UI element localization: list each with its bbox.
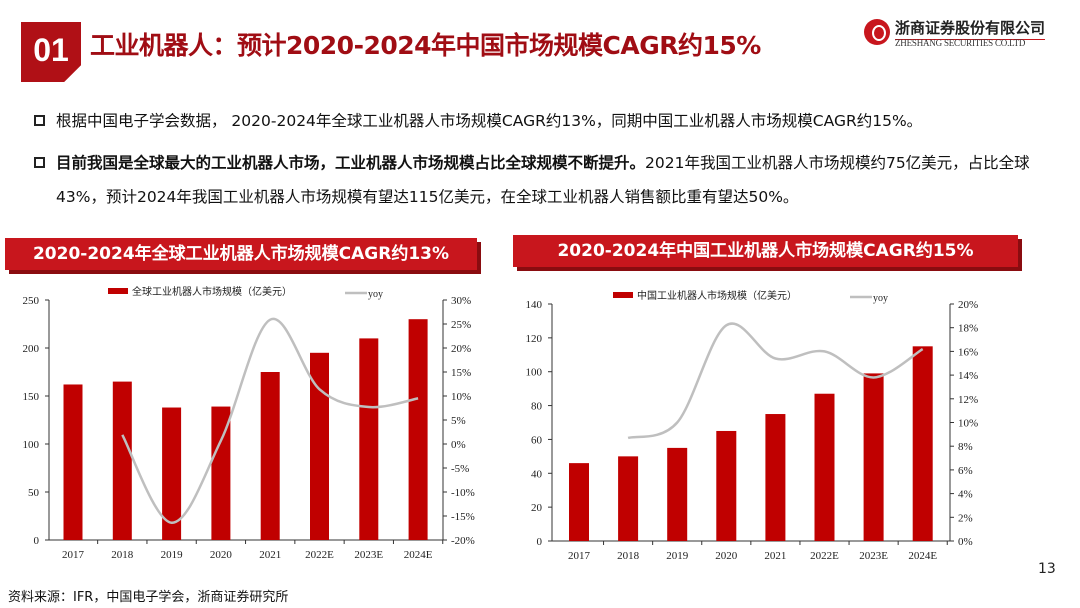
chart-1-y2tick-label: -5% (451, 463, 469, 475)
chart-1-ytick-label: 50 (28, 487, 40, 499)
chart-2-bar-2019 (667, 447, 688, 541)
source-note: 资料来源：IFR，中国电子学会，浙商证券研究所 (8, 590, 289, 605)
chart-2-ytick-label: 80 (531, 401, 543, 413)
chart-1-y2tick-label: 15% (451, 367, 471, 379)
chart-2-bar-2020 (716, 430, 737, 541)
chart-2-y2tick-label: 16% (958, 346, 978, 358)
bullet-square-icon (34, 115, 45, 126)
chart-1-legend-bar-swatch (108, 288, 128, 294)
chart-2-xtick-label: 2022E (810, 550, 839, 562)
chart-2-yoy-line (627, 322, 924, 440)
chart-1-bar-2023E (359, 338, 379, 540)
chart-2-ytick-label: 0 (537, 536, 543, 548)
chart-2-y2tick-label: 6% (958, 465, 973, 477)
chart-1-y2tick-label: -10% (451, 487, 475, 499)
bullet-square-icon (34, 157, 45, 168)
chart-1-y2tick-label: 5% (451, 415, 466, 427)
chart-2-xtick-label: 2018 (617, 550, 640, 562)
chart-1-xtick-label: 2018 (111, 549, 134, 561)
chart-1-bar-2020 (211, 406, 231, 540)
chart-1-title: 2020-2024年全球工业机器人市场规模CAGR约13% (5, 238, 477, 270)
chart-1-ytick-label: 200 (23, 343, 40, 355)
chart-2-y2tick-label: 14% (958, 370, 978, 382)
chart-1-y2tick-label: 0% (451, 439, 466, 451)
chart-1-y2tick-label: 20% (451, 343, 471, 355)
bullet-text: 根据中国电子学会数据， 2020-2024年全球工业机器人市场规模CAGR约13… (56, 112, 923, 130)
chart-2-bar-2017 (569, 463, 589, 541)
bullet-1: 根据中国电子学会数据， 2020-2024年全球工业机器人市场规模CAGR约13… (34, 104, 1064, 138)
chart-1-yoy-line (121, 317, 419, 524)
chart-2-y2tick-label: 0% (958, 536, 973, 548)
chart-2-y2tick-label: 2% (958, 512, 973, 524)
chart-2-y2tick-label: 18% (958, 323, 978, 335)
chart-1-xtick-label: 2023E (354, 549, 383, 561)
chart-1-y2tick-label: -15% (451, 511, 475, 523)
chart-2-bar-2021 (765, 414, 786, 541)
chart-2-y2tick-label: 8% (958, 441, 973, 453)
chart-2-ytick-label: 60 (531, 434, 543, 446)
chart-1-xtick-label: 2021 (259, 549, 281, 561)
chart-2-y2tick-label: 20% (958, 299, 978, 311)
chart-1-xtick-label: 2020 (210, 549, 233, 561)
chart-1-bar-2021 (260, 372, 280, 540)
chart-1-bar-2019 (162, 407, 182, 540)
chart-1-y2tick-label: 25% (451, 319, 471, 331)
bullet-text: 2021年我国工业机器人市场规模约75亿美元，占比全球43%，预计2024年我国… (56, 154, 1030, 206)
chart-2-xtick-label: 2023E (859, 550, 888, 562)
chart-1-bar-2017 (63, 384, 83, 540)
section-badge: 01 (21, 22, 81, 82)
bullet-2: 目前我国是全球最大的工业机器人市场，工业机器人市场规模占比全球规模不断提升。20… (34, 146, 1064, 214)
chart-2-y2tick-label: 10% (958, 418, 978, 430)
chart-1-y2tick-label: -20% (451, 535, 475, 547)
chart-1-ytick-label: 100 (23, 439, 40, 451)
chart-1-y2tick-label: 10% (451, 391, 471, 403)
chart-2-bar-2023E (863, 373, 884, 541)
chart-2-xtick-label: 2021 (764, 550, 786, 562)
chart-1-legend-line-label: yoy (368, 289, 383, 300)
chart-2-xtick-label: 2017 (568, 550, 591, 562)
chart-2-bar-2018 (618, 456, 639, 541)
chart-2-legend-line-label: yoy (873, 293, 888, 304)
chart-1-ytick-label: 250 (23, 295, 40, 307)
chart-1-ytick-label: 150 (23, 391, 40, 403)
chart-1-xtick-label: 2024E (404, 549, 433, 561)
chart-2-ytick-label: 40 (531, 468, 543, 480)
chart-2-xtick-label: 2024E (908, 550, 937, 562)
logo-en: ZHESHANG SECURITIES CO.LTD (895, 38, 1026, 48)
page-title: 工业机器人：预计2020-2024年中国市场规模CAGR约15% (90, 31, 761, 60)
chart-1-bar-2018 (112, 381, 132, 540)
chart-2-ytick-label: 20 (531, 502, 543, 514)
bullet-bold-text: 目前我国是全球最大的工业机器人市场，工业机器人市场规模占比全球规模不断提升。 (56, 154, 646, 172)
logo-cn: 浙商证券股份有限公司 (895, 17, 1046, 40)
company-logo: 浙商证券股份有限公司 ZHESHANG SECURITIES CO.LTD (862, 16, 1057, 50)
logo-icon (864, 19, 890, 45)
chart-1-xtick-label: 2017 (62, 549, 85, 561)
page-number: 13 (1038, 561, 1056, 577)
chart-1-ytick-label: 0 (34, 535, 40, 547)
chart-2-y2tick-label: 4% (958, 489, 973, 501)
chart-2-xtick-label: 2020 (715, 550, 738, 562)
chart-1-xtick-label: 2022E (305, 549, 334, 561)
chart-2-y2tick-label: 12% (958, 394, 978, 406)
chart-2-legend-bar-label: 中国工业机器人市场规模（亿美元） (637, 289, 797, 302)
chart-2-legend-bar-swatch (613, 292, 633, 298)
chart-2-title: 2020-2024年中国工业机器人市场规模CAGR约15% (513, 235, 1018, 267)
chart-1-y2tick-label: 30% (451, 295, 471, 307)
chart-2-bar-2022E (814, 393, 835, 541)
chart-1-xtick-label: 2019 (161, 549, 184, 561)
chart-2-ytick-label: 140 (526, 299, 543, 311)
chart-2-xtick-label: 2019 (666, 550, 689, 562)
chart-2-bar-2024E (912, 346, 933, 541)
chart-1-bar-2024E (408, 319, 428, 540)
chart-1-bar-2022E (310, 352, 329, 540)
chart-2-ytick-label: 100 (526, 367, 543, 379)
chart-2-ytick-label: 120 (526, 333, 543, 345)
chart-1-legend-bar-label: 全球工业机器人市场规模（亿美元） (132, 285, 292, 298)
